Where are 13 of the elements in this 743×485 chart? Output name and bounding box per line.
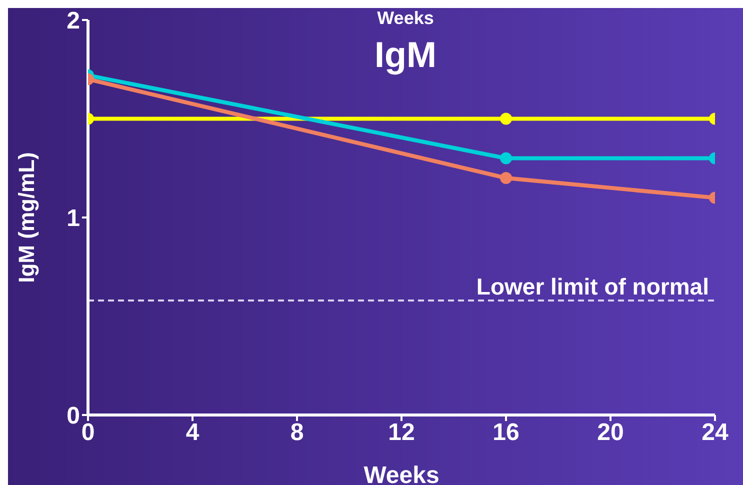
ref-line-label: Lower limit of normal: [476, 273, 709, 300]
y-axis-title: IgM (mg/mL): [14, 152, 39, 283]
chart-title: IgM: [374, 34, 438, 76]
x-axis-title: Weeks: [364, 462, 440, 485]
x-tick-label: 24: [702, 419, 729, 446]
x-tick-label: 16: [492, 419, 520, 446]
x-tick-label: 4: [186, 419, 200, 446]
x-tick-label: 20: [597, 419, 624, 446]
x-tick-label: 8: [290, 419, 304, 446]
annotation: Weeks: [377, 8, 434, 28]
y-tick-label: 2: [66, 8, 80, 35]
y-tick-label: 1: [66, 205, 80, 232]
x-tick-label: 12: [388, 419, 415, 446]
